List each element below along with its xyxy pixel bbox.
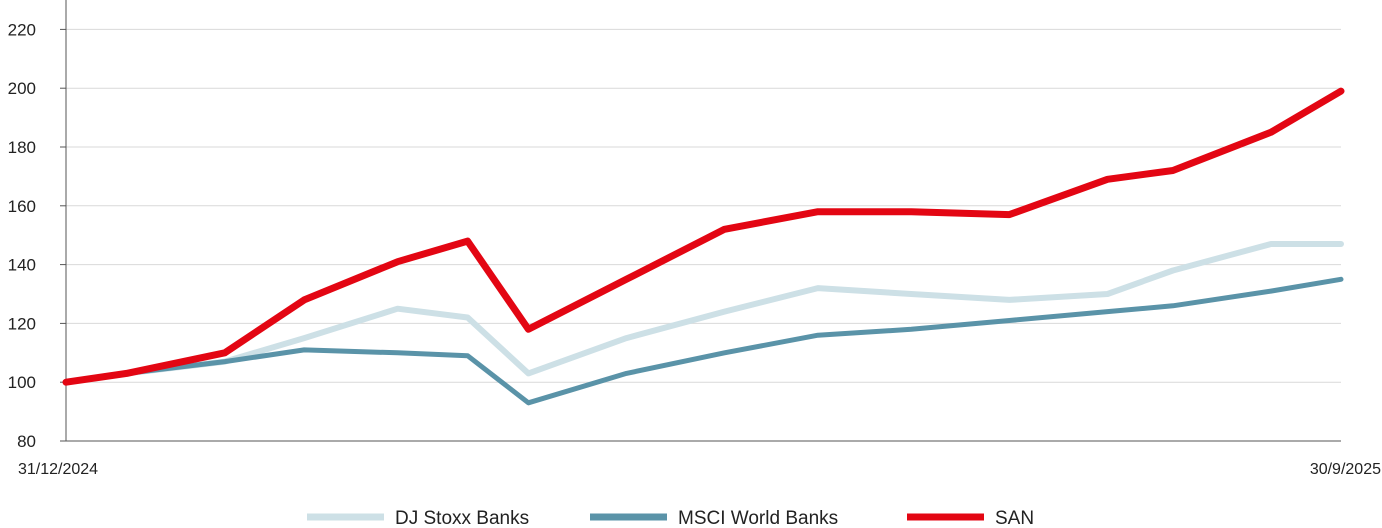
y-tick-label-180: 180 xyxy=(8,138,36,157)
x-start-label: 31/12/2024 xyxy=(18,461,98,478)
x-end-label: 30/9/2025 xyxy=(1310,461,1381,478)
y-tick-label-80: 80 xyxy=(17,432,36,451)
legend: DJ Stoxx Banks MSCI World Banks SAN xyxy=(307,508,1034,528)
series-line-san xyxy=(62,87,1345,386)
y-tick-label-120: 120 xyxy=(8,314,36,333)
y-tick-label-160: 160 xyxy=(8,197,36,216)
y-tick-label-140: 140 xyxy=(8,256,36,275)
series-line-dj-stoxx-banks xyxy=(63,241,1344,386)
legend-label-msci-world-banks: MSCI World Banks xyxy=(678,508,838,528)
y-tick-label-100: 100 xyxy=(8,373,36,392)
y-tick-label-200: 200 xyxy=(8,79,36,98)
legend-label-san: SAN xyxy=(995,508,1034,528)
gridlines xyxy=(66,28,1341,383)
y-tick-label-220: 220 xyxy=(8,20,36,39)
axes xyxy=(65,0,1341,442)
series-line-msci-world-banks xyxy=(63,276,1344,406)
y-tick-labels: 80 100 120 140 160 180 200 220 xyxy=(8,20,66,451)
series-lines xyxy=(62,87,1345,406)
legend-label-dj-stoxx-banks: DJ Stoxx Banks xyxy=(395,508,529,528)
